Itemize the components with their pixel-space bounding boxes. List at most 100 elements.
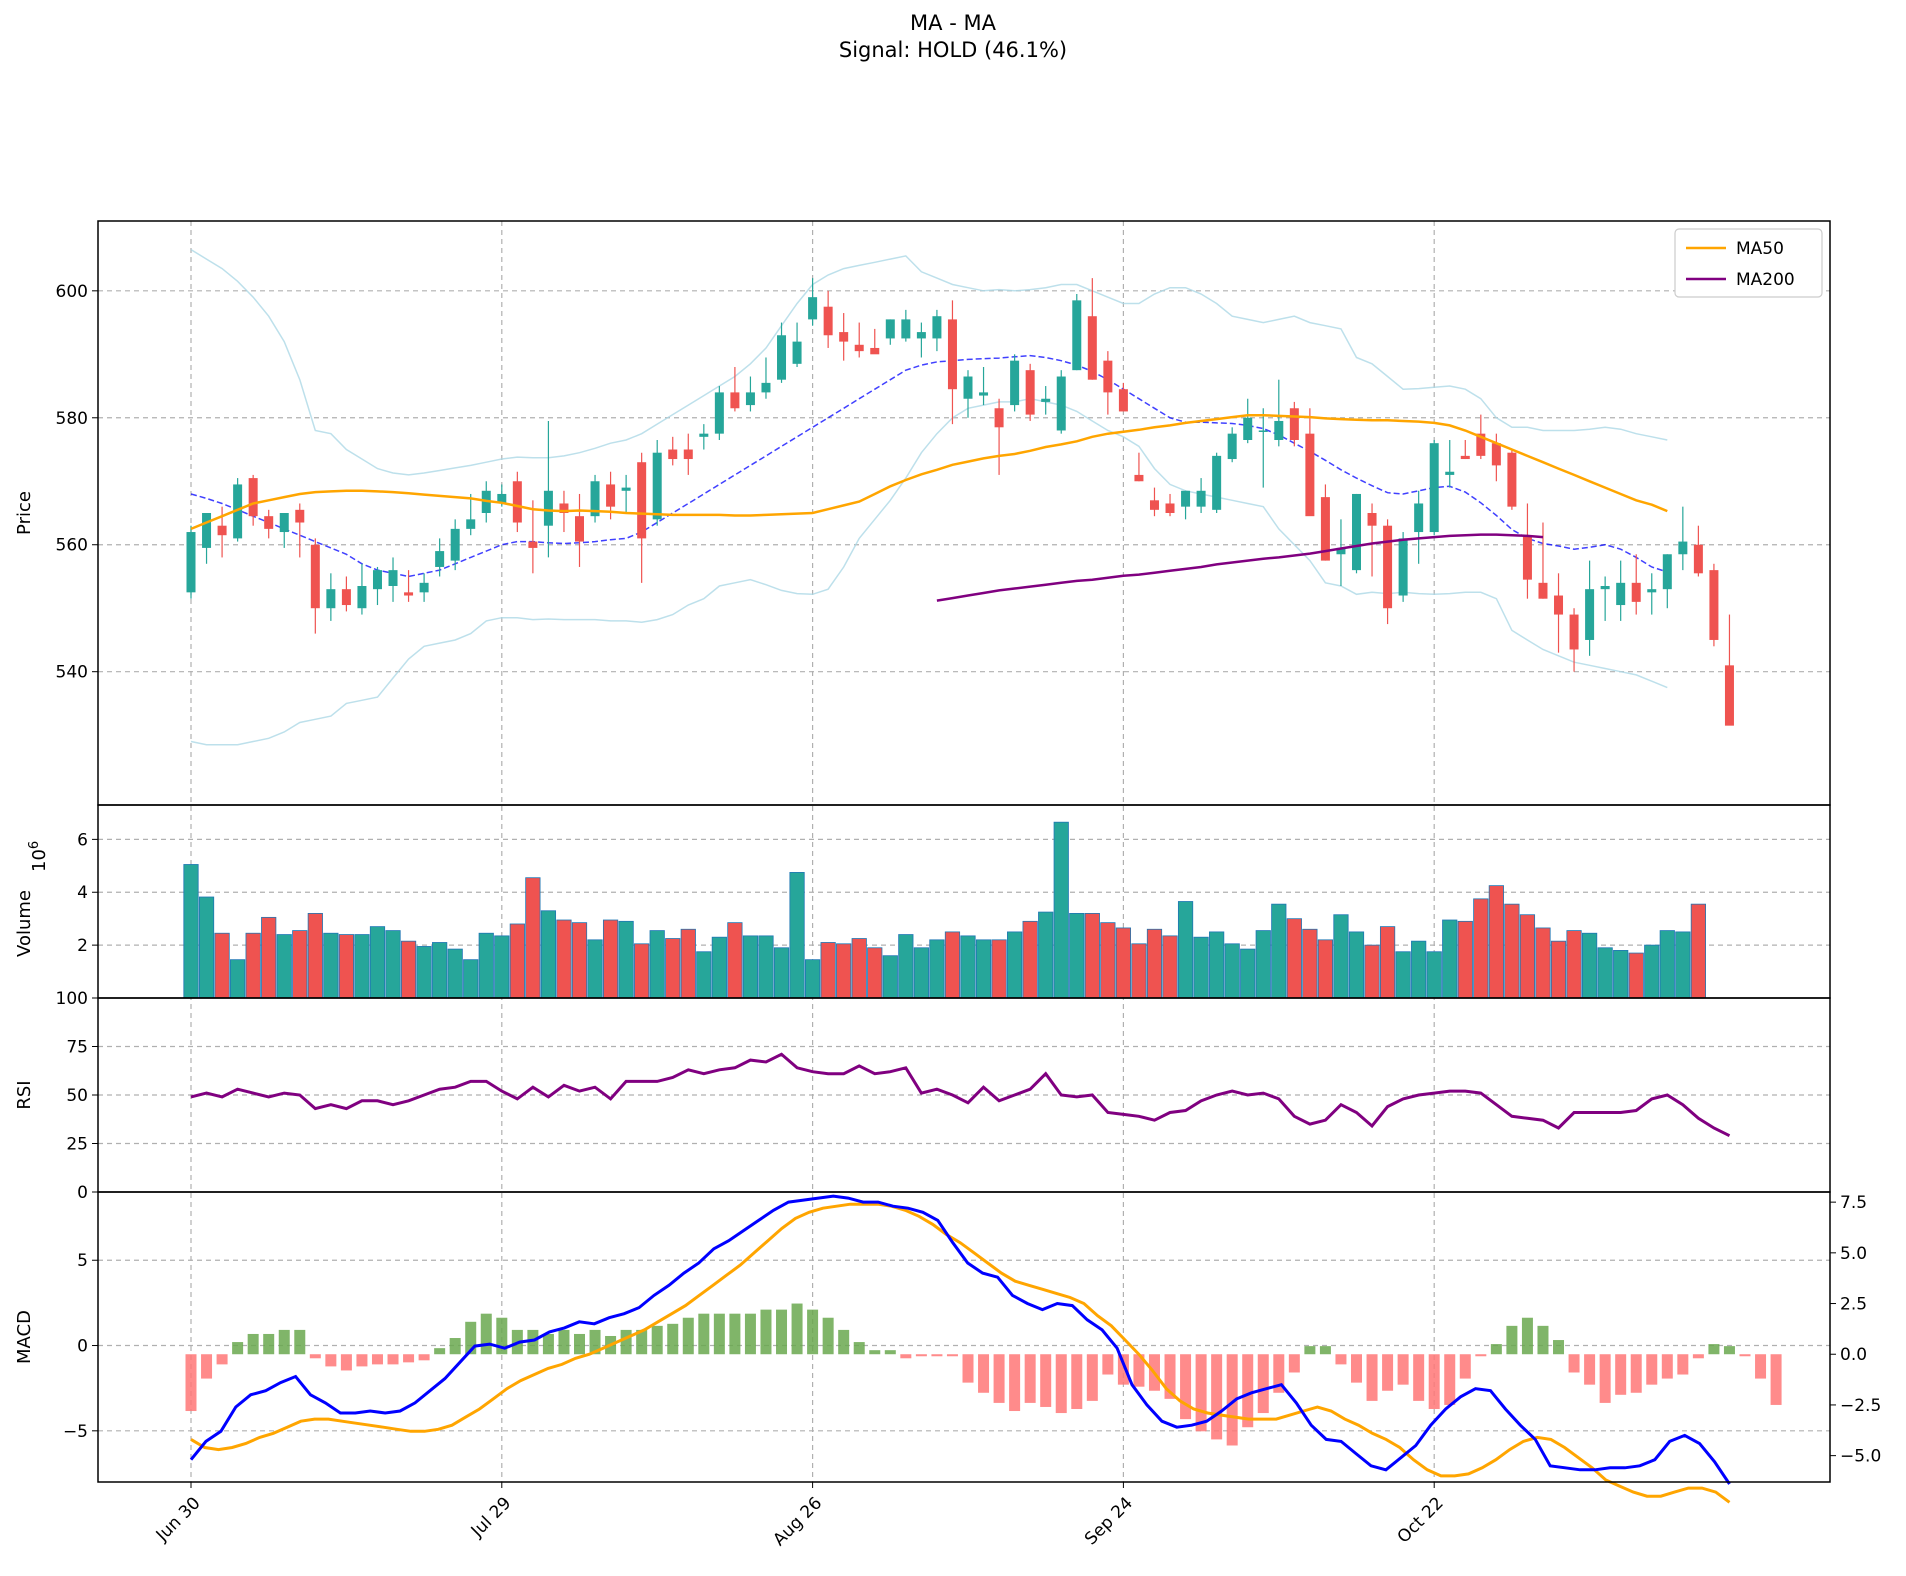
candle-body	[1072, 300, 1082, 371]
macd-histogram-bar	[1553, 1340, 1565, 1355]
volume-bar	[1659, 930, 1675, 999]
candle-body	[792, 341, 802, 364]
volume-bar	[1488, 885, 1504, 999]
volume-bar	[1240, 948, 1256, 999]
rsi-y-tick-label: 100	[56, 989, 88, 1009]
macd-histogram-bar	[1630, 1354, 1642, 1393]
macd-histogram-bar	[1459, 1354, 1471, 1379]
macd-histogram-bar	[309, 1354, 321, 1359]
macd-histogram-bar	[651, 1325, 663, 1355]
macd-histogram-bar	[1692, 1354, 1704, 1359]
volume-bar	[463, 959, 479, 999]
price-y-tick-label: 560	[56, 536, 88, 556]
candle-body	[217, 525, 227, 536]
volume-bar	[1177, 901, 1194, 999]
macd-histogram-bar	[1211, 1354, 1223, 1440]
macd-histogram-bar	[1661, 1354, 1673, 1379]
volume-bar	[1690, 903, 1706, 999]
volume-bar	[944, 931, 961, 999]
macd-right-tick-label: 5.0	[1840, 1244, 1867, 1264]
volume-multiplier-exponent: 6	[27, 841, 42, 849]
volume-bar	[618, 920, 634, 999]
macd-histogram-bar	[1180, 1354, 1192, 1420]
candle-body	[1569, 614, 1579, 650]
macd-right-tick-label: 0.0	[1840, 1345, 1867, 1365]
volume-bar	[540, 910, 557, 999]
candle-body	[435, 551, 445, 567]
candle-body	[730, 392, 740, 409]
legend: MA50 MA200	[1674, 228, 1823, 298]
volume-bar	[851, 938, 867, 999]
candle-body	[1243, 417, 1253, 440]
candle-body	[1165, 503, 1175, 513]
candle-body	[466, 519, 476, 529]
candle-body	[1274, 420, 1284, 440]
volume-bar	[292, 930, 308, 999]
volume-bar	[649, 930, 665, 999]
volume-bar	[1566, 930, 1582, 999]
volume-bar	[214, 932, 230, 999]
macd-histogram-bar	[1351, 1354, 1362, 1383]
macd-right-tick-label: −5.0	[1840, 1447, 1881, 1467]
volume-bar	[556, 919, 572, 999]
candle-body	[839, 332, 849, 342]
macd-histogram-bar	[698, 1313, 710, 1355]
bollinger-mid-line	[190, 354, 1668, 578]
volume-bar	[478, 932, 494, 999]
candle-body	[823, 306, 833, 336]
macd-histogram-bar	[869, 1350, 881, 1355]
candle-body	[1429, 443, 1439, 533]
volume-bar	[1348, 931, 1365, 999]
volume-bar	[1146, 928, 1163, 999]
macd-histogram-bar	[776, 1309, 788, 1355]
macd-histogram-bar	[1677, 1354, 1689, 1375]
macd-histogram-bar	[962, 1354, 974, 1383]
volume-bar	[929, 939, 945, 999]
macd-histogram-bar	[263, 1333, 275, 1355]
macd-histogram-bar	[1335, 1354, 1347, 1365]
volume-bar	[1302, 928, 1318, 999]
rsi-axis-label: RSI	[14, 1080, 35, 1109]
volume-bar	[960, 935, 976, 999]
volume-bar	[1442, 919, 1458, 999]
volume-bar	[1535, 927, 1551, 999]
macd-histogram-bar	[1040, 1354, 1052, 1407]
candle-body	[1585, 589, 1595, 640]
macd-histogram-bar	[915, 1354, 927, 1357]
candle-body	[777, 335, 787, 380]
macd-histogram-bar	[1490, 1344, 1502, 1355]
macd-histogram-bar	[1537, 1325, 1549, 1355]
macd-histogram-bar	[884, 1350, 896, 1355]
macd-histogram-bar	[356, 1354, 368, 1367]
macd-histogram-bar	[620, 1329, 632, 1355]
macd-right-tick-label: 7.5	[1840, 1193, 1867, 1213]
macd-y-tick-label: 5	[77, 1251, 88, 1271]
candle-body	[1336, 547, 1346, 555]
x-tick-label: Jul 29	[467, 1493, 515, 1541]
volume-bar	[245, 932, 261, 999]
candle-body	[683, 449, 693, 460]
candle-body	[699, 433, 709, 437]
macd-histogram-bar	[931, 1354, 943, 1357]
candle-body	[1709, 570, 1719, 640]
macd-histogram-bar	[247, 1333, 259, 1355]
macd-histogram-bar	[574, 1333, 585, 1355]
ma200-line	[936, 533, 1544, 602]
macd-histogram-bar	[496, 1317, 508, 1355]
macd-histogram-bar	[1568, 1354, 1580, 1373]
candle-body	[450, 528, 460, 561]
candle-body	[854, 344, 864, 352]
bollinger-upper-line	[190, 248, 1668, 476]
candle-body	[621, 487, 631, 491]
volume-bar	[416, 946, 432, 999]
macd-right-tick-label: −2.5	[1840, 1396, 1881, 1416]
candle-body	[264, 516, 274, 529]
volume-bar	[820, 942, 836, 999]
volume-bar	[1628, 952, 1644, 999]
macd-histogram-bar	[1770, 1354, 1782, 1405]
candle-body	[1010, 360, 1020, 406]
macd-axis-label: MACD	[14, 1310, 35, 1364]
macd-histogram-bar	[1739, 1354, 1751, 1357]
candle-body	[310, 544, 320, 609]
